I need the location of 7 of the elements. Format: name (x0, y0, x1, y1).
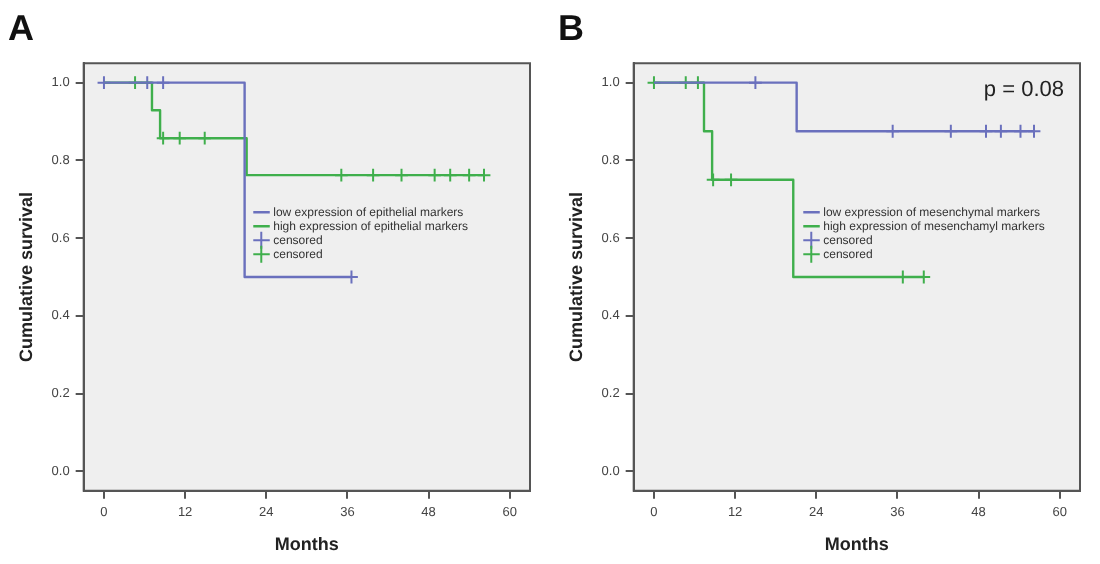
x-axis-title: Months (274, 534, 339, 555)
annotation: p = 0.08 (983, 78, 1064, 103)
chart-title: A (8, 7, 34, 48)
x-axis-title: Months (824, 534, 889, 555)
y-axis-title: Cumulative survival (15, 191, 36, 363)
chart-title: B (558, 7, 584, 48)
y-axis-title: Cumulative survival (565, 191, 586, 363)
